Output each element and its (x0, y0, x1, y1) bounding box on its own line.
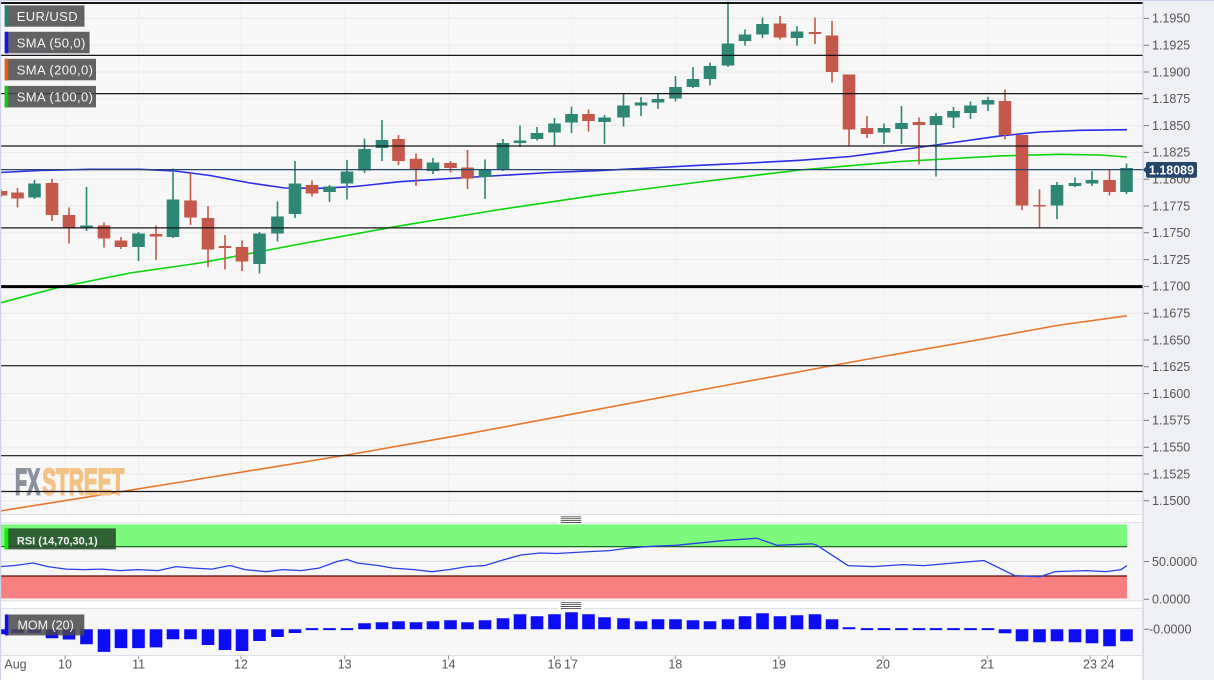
svg-text:STREET: STREET (42, 462, 124, 503)
svg-text:1.1900: 1.1900 (1152, 65, 1190, 79)
svg-text:1.1825: 1.1825 (1152, 146, 1190, 160)
svg-text:19: 19 (772, 658, 786, 672)
svg-text:0.0000: 0.0000 (1152, 593, 1190, 607)
svg-text:23: 23 (1083, 658, 1097, 672)
svg-text:21: 21 (980, 658, 994, 672)
svg-text:SMA (200,0): SMA (200,0) (17, 62, 94, 77)
svg-text:12: 12 (234, 658, 248, 672)
svg-text:EUR/USD: EUR/USD (17, 9, 78, 24)
svg-text:50.0000: 50.0000 (1152, 555, 1197, 569)
svg-text:11: 11 (132, 658, 145, 672)
svg-text:16: 16 (548, 658, 562, 672)
svg-text:FX: FX (15, 462, 40, 503)
svg-text:1.1550: 1.1550 (1152, 441, 1190, 455)
svg-text:13: 13 (338, 658, 352, 672)
svg-text:1.1775: 1.1775 (1152, 199, 1190, 213)
svg-text:10: 10 (58, 658, 72, 672)
svg-text:Aug: Aug (4, 658, 26, 672)
svg-text:SMA (50,0): SMA (50,0) (17, 35, 86, 50)
svg-text:RSI (14,70,30,1): RSI (14,70,30,1) (17, 535, 98, 547)
svg-text:1.18089: 1.18089 (1149, 163, 1194, 177)
svg-text:1.1950: 1.1950 (1152, 12, 1190, 26)
svg-text:1.1600: 1.1600 (1152, 387, 1190, 401)
svg-text:20: 20 (876, 658, 890, 672)
svg-text:MOM (20): MOM (20) (18, 619, 74, 633)
svg-text:1.1625: 1.1625 (1152, 360, 1190, 374)
svg-text:1.1500: 1.1500 (1152, 494, 1190, 508)
svg-text:17: 17 (564, 658, 578, 672)
svg-text:1.1700: 1.1700 (1152, 280, 1190, 294)
svg-text:SMA (100,0): SMA (100,0) (17, 89, 94, 104)
svg-text:1.1875: 1.1875 (1152, 92, 1190, 106)
svg-text:1.1750: 1.1750 (1152, 226, 1190, 240)
svg-text:1.1850: 1.1850 (1152, 119, 1190, 133)
svg-text:1.1575: 1.1575 (1152, 414, 1190, 428)
svg-text:1.1725: 1.1725 (1152, 253, 1190, 267)
svg-text:1.1675: 1.1675 (1152, 307, 1190, 321)
svg-text:18: 18 (668, 658, 682, 672)
svg-text:24: 24 (1101, 658, 1115, 672)
svg-text:1.1650: 1.1650 (1152, 333, 1190, 347)
svg-text:1.1925: 1.1925 (1152, 39, 1190, 53)
svg-text:1.1525: 1.1525 (1152, 467, 1190, 481)
svg-text:-0.0000: -0.0000 (1149, 623, 1191, 637)
svg-text:14: 14 (442, 658, 456, 672)
